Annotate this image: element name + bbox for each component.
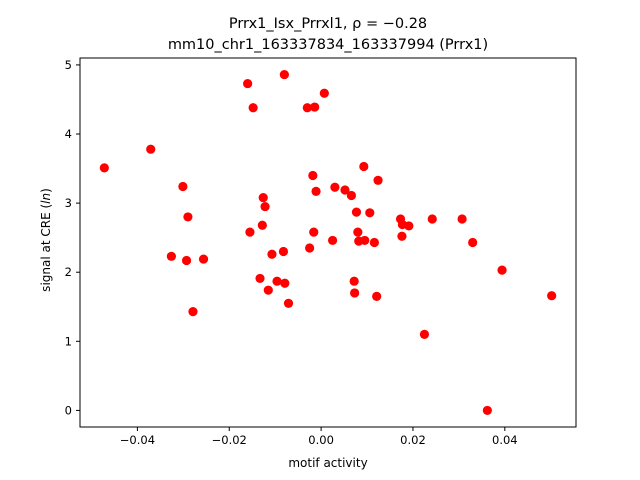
x-tick-label: 0.00 [308,433,334,447]
data-point-1 [146,144,156,154]
data-point-21 [283,298,294,308]
data-point-34 [350,288,360,298]
data-point-25 [309,227,319,237]
x-tick-label: 0.04 [492,433,518,447]
y-axis-ticks: 0 1 2 3 4 5 [65,58,80,417]
data-point-47 [404,221,414,231]
y-tick-label: 4 [65,127,72,141]
y-axis-label-unit: ln [39,193,53,204]
data-point-8 [243,78,253,89]
y-axis-label-text: signal at CRE ( [39,204,53,292]
data-point-7 [198,254,209,264]
x-tick-label: 0.02 [400,433,426,447]
data-point-11 [255,273,265,284]
data-point-2 [166,251,176,261]
y-axis-label: signal at CRE (ln) [39,188,53,292]
data-point-27 [311,186,321,196]
data-point-17 [272,276,282,286]
data-point-29 [327,235,338,246]
data-point-53 [497,265,507,275]
data-point-22 [302,103,312,113]
y-axis-label-close: ) [39,188,53,193]
x-tick-label: −0.02 [212,433,247,447]
data-point-26 [310,102,320,112]
data-points [99,69,557,416]
data-point-28 [319,88,329,98]
data-point-9 [245,227,255,237]
data-point-41 [369,237,379,248]
y-tick-label: 1 [65,334,72,348]
x-tick-label: −0.04 [120,433,155,447]
data-point-30 [330,182,340,192]
data-point-0 [99,163,109,173]
data-point-40 [365,208,375,218]
chart-title: Prrx1_Isx_Prrxl1, ρ = −0.28 mm10_chr1_16… [168,16,488,53]
data-point-18 [278,246,289,257]
data-point-50 [457,214,467,224]
y-tick-label: 5 [65,58,72,72]
x-axis-ticks: −0.04 −0.02 0.00 0.02 0.04 [120,427,518,447]
data-point-35 [351,207,362,217]
data-point-43 [373,175,383,185]
data-point-51 [468,237,478,248]
data-point-19 [279,69,289,80]
data-point-23 [305,243,315,253]
chart-title-line1: Prrx1_Isx_Prrxl1, ρ = −0.28 [229,16,427,32]
chart-title-line2: mm10_chr1_163337834_163337994 (Prrx1) [168,37,488,53]
plot-area-frame [79,57,577,428]
data-point-32 [346,190,357,201]
y-tick-label: 0 [65,403,72,417]
data-point-38 [359,161,369,172]
data-point-20 [280,278,290,288]
data-point-13 [258,192,268,203]
data-point-54 [547,291,557,301]
data-point-24 [308,170,318,181]
data-point-15 [263,285,273,295]
data-point-42 [372,291,382,301]
data-point-45 [397,231,407,241]
data-point-14 [260,201,270,212]
x-axis-label: motif activity [288,456,367,470]
y-tick-label: 3 [65,196,72,210]
data-point-33 [349,276,359,286]
data-point-52 [482,405,492,416]
data-point-31 [340,185,350,195]
data-point-5 [183,212,193,222]
data-point-6 [188,307,198,317]
data-point-3 [178,181,188,192]
data-point-10 [248,103,258,113]
data-point-36 [353,227,363,237]
data-point-16 [267,249,277,259]
data-point-48 [419,329,430,339]
y-tick-label: 2 [65,265,72,279]
data-point-49 [427,214,437,224]
data-point-39 [360,235,370,246]
data-point-4 [181,255,192,266]
data-point-12 [257,220,267,230]
